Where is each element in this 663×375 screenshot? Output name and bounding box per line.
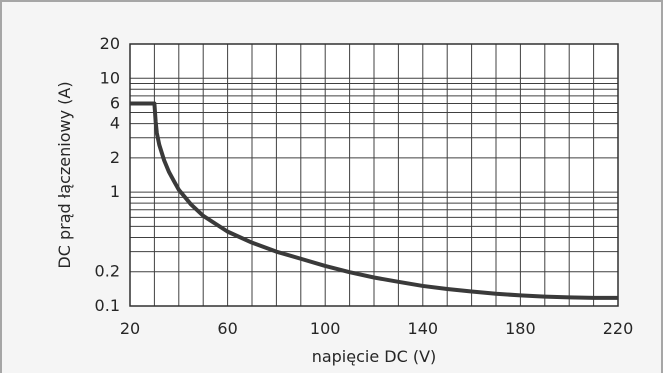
- y-tick-label: 20: [100, 34, 120, 53]
- y-tick-label: 4: [110, 114, 120, 133]
- x-tick-label: 20: [120, 319, 140, 338]
- y-tick-label: 6: [110, 94, 120, 113]
- y-tick-label: 0.2: [95, 262, 120, 281]
- y-tick-label: 0.1: [95, 296, 120, 315]
- x-tick-label: 60: [217, 319, 237, 338]
- y-axis-label: DC prąd łączeniowy (A): [55, 81, 74, 268]
- y-tick-label: 2: [110, 148, 120, 167]
- y-tick-label: 1: [110, 182, 120, 201]
- x-tick-label: 140: [408, 319, 439, 338]
- x-tick-label: 220: [603, 319, 634, 338]
- x-tick-label: 100: [310, 319, 341, 338]
- y-tick-label: 10: [100, 68, 120, 87]
- x-tick-label: 180: [505, 319, 536, 338]
- grid-layer: [130, 44, 618, 306]
- x-axis-label: napięcie DC (V): [312, 347, 437, 366]
